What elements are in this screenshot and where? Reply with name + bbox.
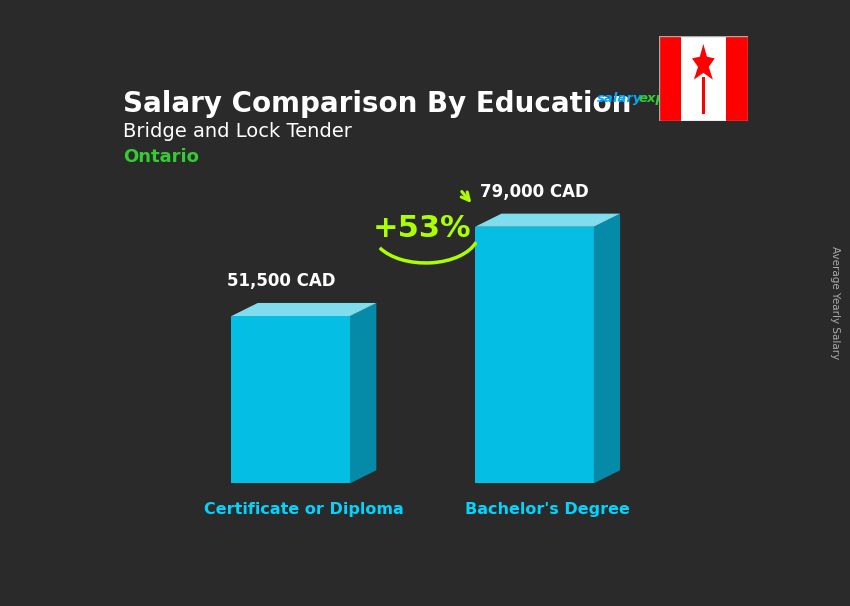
Text: Bridge and Lock Tender: Bridge and Lock Tender	[122, 122, 352, 141]
Polygon shape	[692, 44, 715, 79]
Polygon shape	[701, 76, 706, 113]
Text: explorer.com: explorer.com	[638, 92, 735, 105]
Polygon shape	[475, 214, 620, 227]
Text: +53%: +53%	[373, 215, 472, 244]
Polygon shape	[231, 303, 377, 316]
Polygon shape	[659, 36, 748, 121]
Polygon shape	[475, 227, 593, 484]
Polygon shape	[659, 36, 681, 121]
Text: 79,000 CAD: 79,000 CAD	[480, 183, 589, 201]
Polygon shape	[593, 214, 620, 484]
Text: Certificate or Diploma: Certificate or Diploma	[204, 502, 404, 516]
Polygon shape	[726, 36, 748, 121]
Polygon shape	[350, 303, 377, 484]
Text: Ontario: Ontario	[122, 148, 199, 166]
Text: 51,500 CAD: 51,500 CAD	[227, 272, 335, 290]
Text: salary: salary	[597, 92, 643, 105]
Polygon shape	[231, 316, 350, 484]
Text: Bachelor's Degree: Bachelor's Degree	[465, 502, 630, 516]
Text: Salary Comparison By Education: Salary Comparison By Education	[122, 90, 631, 118]
Text: Average Yearly Salary: Average Yearly Salary	[830, 247, 840, 359]
